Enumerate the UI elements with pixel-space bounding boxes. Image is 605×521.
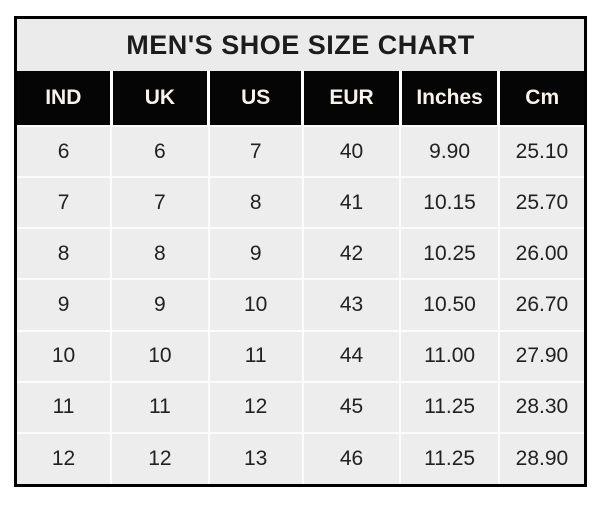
size-table: IND UK US EUR Inches Cm 6 6 7 40 9.90 25.10 7 7 8 41 10… (17, 71, 584, 484)
table-cell: 43 (301, 278, 402, 332)
table-cell: 26.00 (497, 227, 584, 281)
column-header-inches: Inches (398, 71, 499, 126)
table-cell: 11 (110, 380, 210, 434)
table-cell: 9 (207, 227, 304, 281)
table-cell: 12 (110, 431, 210, 484)
table-cell: 10 (110, 329, 210, 383)
table-row: 6 6 7 40 9.90 25.10 (17, 124, 584, 179)
table-cell: 25.10 (497, 124, 584, 179)
table-header: IND UK US EUR Inches Cm (17, 71, 584, 126)
shoe-size-chart: MEN'S SHOE SIZE CHART IND UK US EUR Inches Cm… (14, 16, 587, 487)
table-cell: 6 (110, 124, 210, 179)
table-cell: 9.90 (399, 124, 500, 179)
table-body: 6 6 7 40 9.90 25.10 7 7 8 41 10.15 25.70 8 8 9 42 10.25 2… (17, 124, 584, 484)
table-cell: 25.70 (497, 176, 584, 230)
table-cell: 10.15 (399, 176, 500, 230)
chart-title: MEN'S SHOE SIZE CHART (17, 19, 584, 71)
table-cell: 9 (110, 278, 210, 332)
table-cell: 7 (207, 124, 304, 179)
column-header-cm: Cm (497, 71, 584, 126)
column-header-eur: EUR (301, 71, 401, 126)
table-cell: 10.50 (399, 278, 500, 332)
table-cell: 6 (17, 124, 113, 179)
table-cell: 11 (17, 380, 113, 434)
table-cell: 45 (301, 380, 402, 434)
column-header-us: US (207, 71, 303, 126)
table-cell: 11.25 (399, 431, 500, 484)
table-row: 8 8 9 42 10.25 26.00 (17, 227, 584, 281)
table-cell: 44 (301, 329, 402, 383)
table-cell: 10.25 (399, 227, 500, 281)
table-cell: 41 (301, 176, 402, 230)
header-row: IND UK US EUR Inches Cm (17, 71, 584, 126)
column-header-uk: UK (109, 71, 209, 126)
table-cell: 8 (17, 227, 113, 281)
table-cell: 26.70 (497, 278, 584, 332)
table-cell: 11 (207, 329, 304, 383)
table-cell: 13 (207, 431, 304, 484)
table-cell: 12 (17, 431, 113, 484)
table-cell: 11.00 (399, 329, 500, 383)
table-cell: 11.25 (399, 380, 500, 434)
table-cell: 10 (207, 278, 304, 332)
table-row: 12 12 13 46 11.25 28.90 (17, 431, 584, 484)
table-row: 10 10 11 44 11.00 27.90 (17, 329, 584, 383)
table-row: 7 7 8 41 10.15 25.70 (17, 176, 584, 230)
table-cell: 10 (17, 329, 113, 383)
table-cell: 27.90 (497, 329, 584, 383)
table-cell: 40 (301, 124, 402, 179)
table-row: 9 9 10 43 10.50 26.70 (17, 278, 584, 332)
table-cell: 28.30 (497, 380, 584, 434)
table-cell: 42 (301, 227, 402, 281)
table-row: 11 11 12 45 11.25 28.30 (17, 380, 584, 434)
table-cell: 7 (17, 176, 113, 230)
table-cell: 8 (207, 176, 304, 230)
table-cell: 46 (301, 431, 402, 484)
table-cell: 7 (110, 176, 210, 230)
table-cell: 8 (110, 227, 210, 281)
table-cell: 12 (207, 380, 304, 434)
table-cell: 9 (17, 278, 113, 332)
column-header-ind: IND (17, 71, 112, 126)
table-cell: 28.90 (497, 431, 584, 484)
